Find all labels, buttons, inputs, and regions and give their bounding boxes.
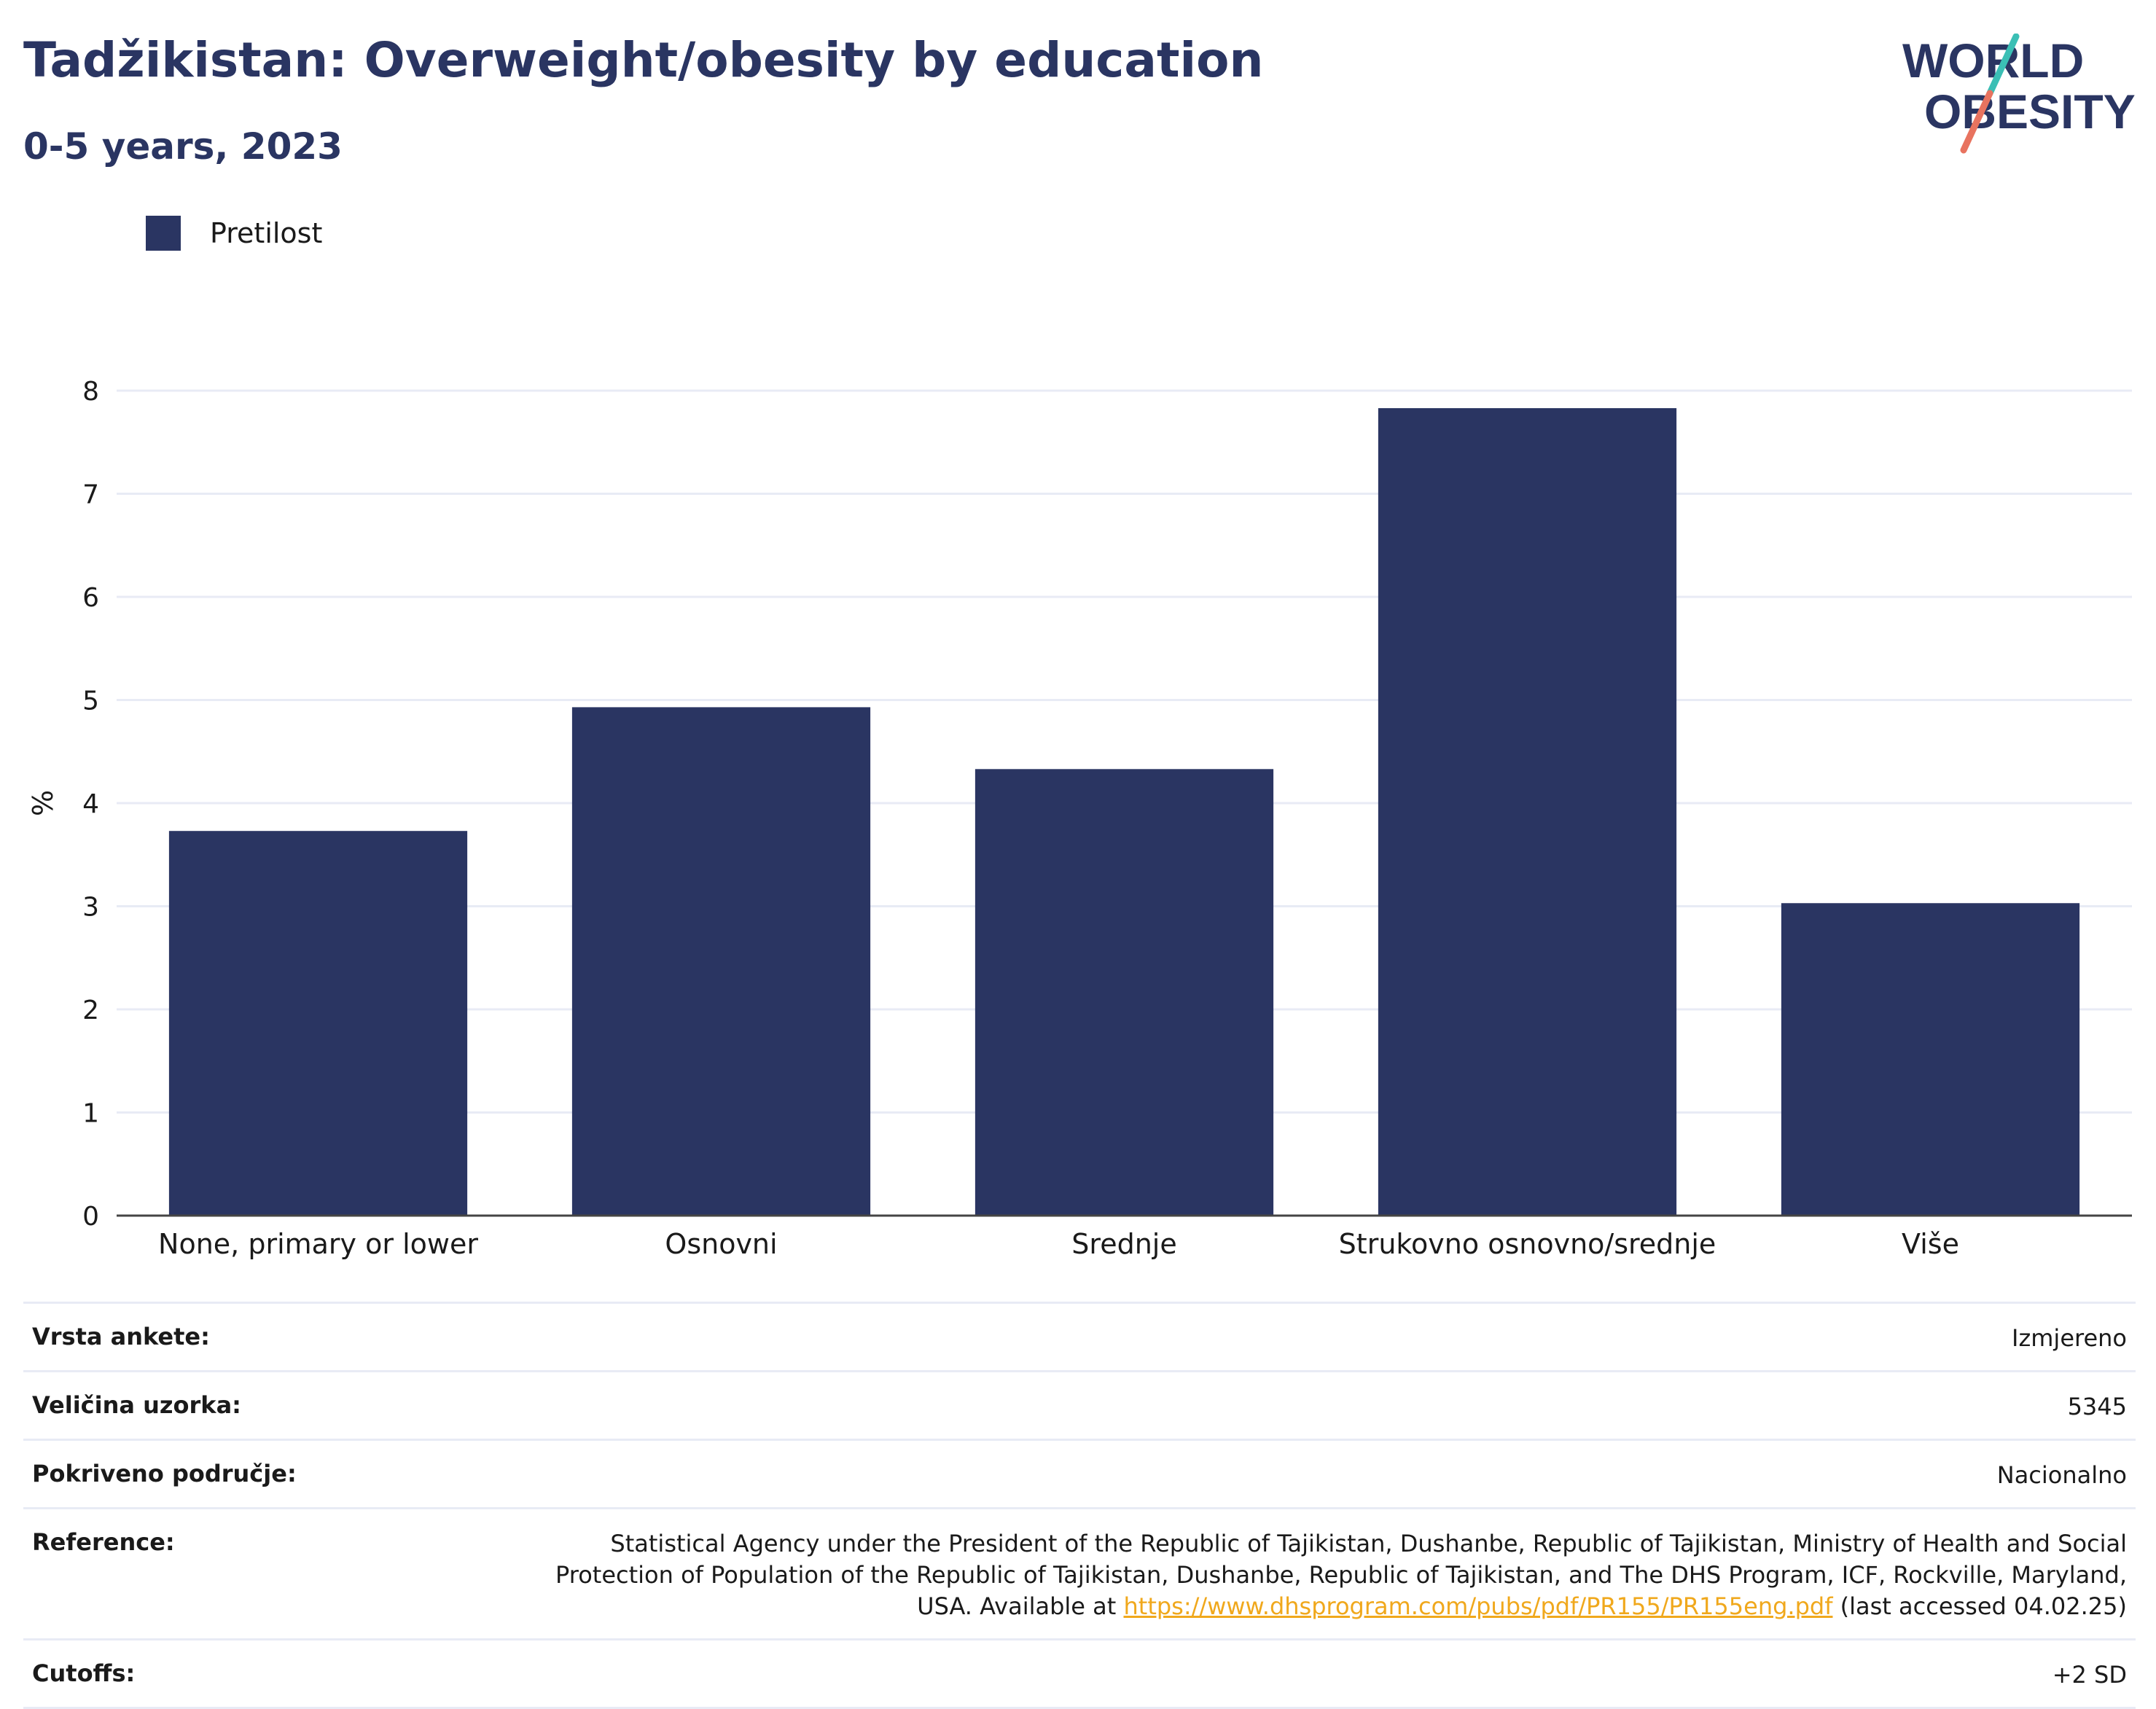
survey-type-label: Vrsta ankete: bbox=[32, 1323, 210, 1350]
bar-chart: 0 1 2 3 4 5 6 7 8% None, primary or lower Osnovni S… bbox=[27, 377, 2132, 1260]
x-tick-label: Srednje bbox=[1071, 1228, 1176, 1260]
x-tick-label: Osnovni bbox=[665, 1228, 777, 1260]
coverage-label: Pokriveno područje: bbox=[32, 1460, 297, 1487]
coverage-value: Nacionalno bbox=[1996, 1461, 2127, 1489]
y-tick-label: 6 bbox=[82, 583, 99, 613]
chart-title: Tadžikistan: Overweight/obesity by educa… bbox=[23, 32, 1264, 88]
survey-type-value: Izmjereno bbox=[2012, 1324, 2127, 1352]
logo-slash-teal bbox=[1986, 34, 2020, 97]
y-axis-label: % bbox=[27, 790, 59, 816]
x-tick-label: Više bbox=[1902, 1228, 1959, 1260]
logo-text-obesity: OBESITY bbox=[1924, 85, 2136, 138]
reference-link[interactable]: https://www.dhsprogram.com/pubs/pdf/PR15… bbox=[1123, 1592, 1833, 1620]
info-row-coverage: Pokriveno područje: Nacionalno bbox=[23, 1439, 2136, 1507]
sample-size-value: 5345 bbox=[2067, 1393, 2127, 1420]
reference-value: Statistical Agency under the President o… bbox=[552, 1528, 2127, 1622]
info-table: Vrsta ankete: Izmjereno Veličina uzorka:… bbox=[23, 1302, 2136, 1709]
bar bbox=[571, 707, 871, 1216]
info-row-survey-type: Vrsta ankete: Izmjereno bbox=[23, 1302, 2136, 1370]
world-obesity-logo: WORLD OBESITY bbox=[1902, 34, 2136, 154]
legend[interactable]: Pretilost bbox=[146, 216, 322, 251]
x-tick-label: None, primary or lower bbox=[158, 1228, 478, 1260]
y-tick-label: 5 bbox=[82, 687, 99, 716]
y-tick-label: 7 bbox=[82, 480, 99, 510]
bar bbox=[168, 831, 468, 1216]
bar bbox=[1781, 903, 2080, 1216]
y-tick-label: 4 bbox=[82, 789, 99, 819]
info-row-reference: Reference: Statistical Agency under the … bbox=[23, 1507, 2136, 1638]
x-tick-label: Strukovno osnovno/srednje bbox=[1339, 1228, 1716, 1260]
cutoffs-value: +2 SD bbox=[2052, 1661, 2127, 1689]
info-row-cutoffs: Cutoffs: +2 SD bbox=[23, 1638, 2136, 1709]
y-tick-label: 3 bbox=[82, 893, 99, 923]
y-tick-label: 8 bbox=[82, 377, 99, 407]
bar bbox=[1378, 408, 1677, 1216]
y-tick-label: 0 bbox=[82, 1202, 99, 1232]
legend-label: Pretilost bbox=[210, 217, 323, 249]
reference-accessed: (last accessed 04.02.25) bbox=[1832, 1592, 2127, 1620]
legend-swatch bbox=[146, 216, 181, 251]
bar bbox=[975, 769, 1274, 1216]
reference-label: Reference: bbox=[32, 1528, 175, 1556]
sample-size-label: Veličina uzorka: bbox=[32, 1391, 241, 1419]
logo-slash-coral bbox=[1960, 90, 1993, 154]
info-row-sample-size: Veličina uzorka: 5345 bbox=[23, 1370, 2136, 1439]
y-tick-label: 1 bbox=[82, 1099, 99, 1129]
reference-text: Statistical Agency under the President o… bbox=[555, 1530, 2127, 1620]
cutoffs-label: Cutoffs: bbox=[32, 1659, 136, 1687]
y-tick-label: 2 bbox=[82, 996, 99, 1025]
chart-subtitle: 0-5 years, 2023 bbox=[23, 125, 343, 168]
